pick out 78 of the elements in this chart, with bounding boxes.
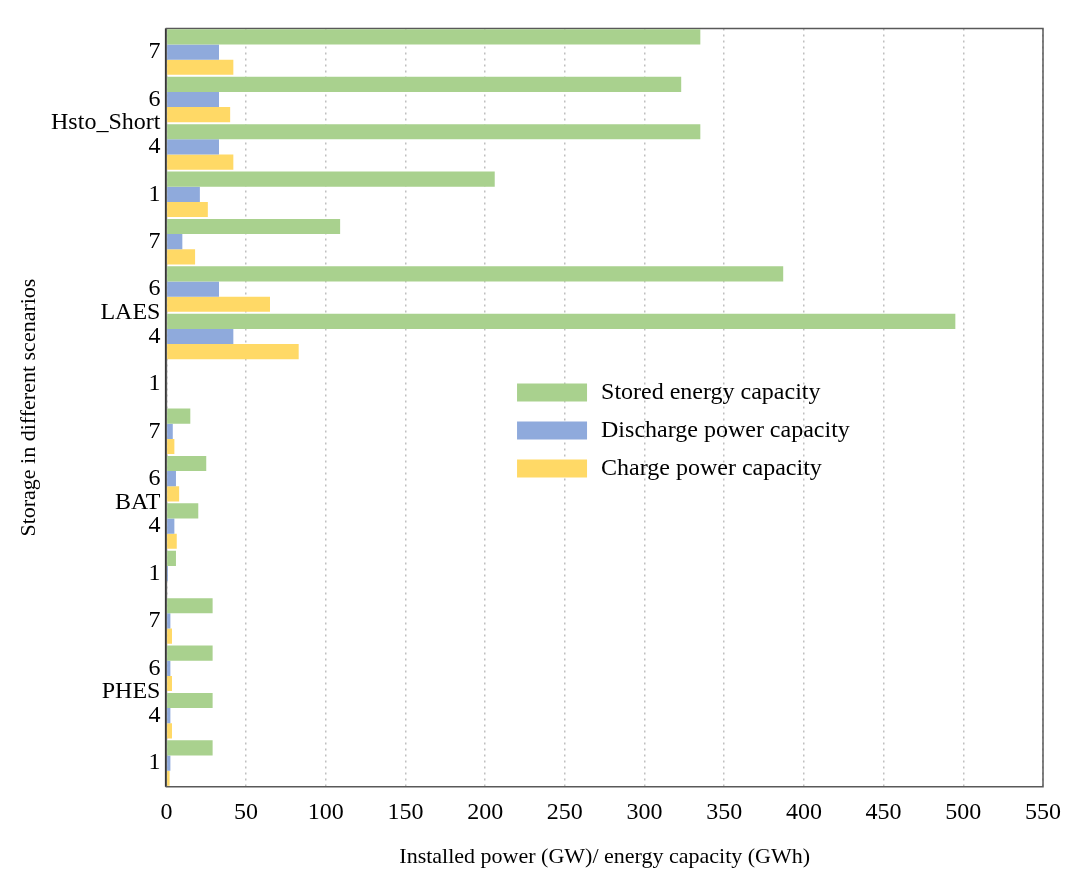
text: PHES [101,677,161,704]
bar [167,313,956,329]
x-tick-label: 550 [1025,798,1061,825]
bar [167,755,171,771]
x-tick-label: 350 [706,798,743,825]
bar [167,613,171,629]
bar [167,660,171,676]
y-tick-label: 7 [148,416,161,443]
legend-label: Discharge power capacity [601,415,850,442]
bar [167,281,219,297]
bar [167,708,171,724]
bar [167,201,208,218]
bar [167,455,207,472]
bar [167,645,213,661]
text: BAT [115,487,161,514]
bar [167,518,175,534]
bar [167,266,784,282]
y-axis-title: Storage in different scenarios [14,278,40,537]
y-tick-label: 1 [148,748,161,775]
y-tick-label: 7 [148,37,161,64]
bar [167,503,199,519]
y-tick-label: 6 [148,653,161,680]
bar [167,218,341,235]
bar [167,91,219,108]
y-tick-label: 1 [148,179,161,206]
y-tick-label: 7 [148,606,161,633]
bar [167,423,173,439]
y-tick-label: 6 [148,84,161,111]
y-tick-label: 1 [148,369,161,396]
bar [167,344,299,360]
text: Hsto_Short [51,108,161,135]
bar [167,124,701,140]
x-tick-label: 0 [160,798,173,825]
bar [167,234,183,250]
y-tick-label: 6 [148,464,161,490]
x-axis-title: Installed power (GW)/ energy capacity (GWh) [399,842,811,868]
bar [167,408,191,424]
x-tick-label: 150 [387,798,424,825]
x-tick-label: 450 [865,798,902,825]
bar [167,740,213,756]
bar [167,171,495,187]
bar [167,770,170,786]
y-tick-label: 1 [148,558,161,585]
x-tick-label: 200 [467,798,504,825]
bar [167,675,172,692]
bar [167,59,234,75]
bar [167,76,682,92]
bar [167,139,219,155]
x-tick-label: 500 [945,798,982,825]
bar [167,107,231,123]
bar [167,533,177,549]
bar [167,598,213,614]
bar [167,692,213,709]
y-tick-label: 7 [148,227,161,253]
bar [167,723,172,739]
y-tick-label: 4 [148,511,161,538]
legend-label: Stored energy capacity [601,377,821,404]
x-tick-label: 300 [626,798,663,825]
x-tick-label: 250 [546,798,583,825]
bar [167,438,175,455]
y-tick-label: 4 [148,132,161,159]
bar [167,249,196,265]
y-tick-label: 6 [148,274,161,301]
bar [167,44,219,60]
bar [167,328,234,345]
bar [167,186,200,202]
bar [167,628,172,644]
legend-label: Charge power capacity [601,453,822,480]
bar [167,296,270,312]
bar [167,486,180,502]
x-tick-label: 400 [785,798,822,825]
bar [167,29,701,45]
bar [167,550,176,566]
y-tick-label: 4 [148,701,161,727]
bar [167,154,234,170]
bar [167,471,176,487]
x-tick-label: 50 [234,798,259,825]
x-tick-label: 100 [307,798,344,825]
